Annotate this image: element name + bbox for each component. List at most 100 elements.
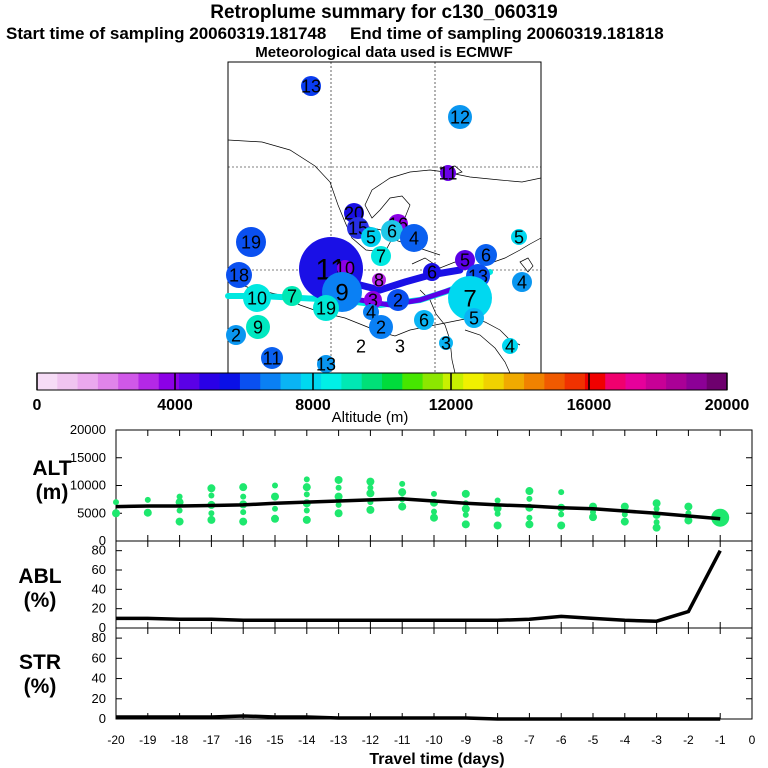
altitude-point bbox=[461, 504, 470, 513]
x-tick-label: -11 bbox=[394, 733, 411, 747]
cluster-marker bbox=[246, 315, 270, 339]
x-axis-label: Travel time (days) bbox=[369, 751, 504, 768]
altitude-point bbox=[334, 509, 343, 518]
cluster-label: 7 bbox=[376, 246, 386, 266]
altitude-point bbox=[367, 484, 374, 491]
cluster-label: 5 bbox=[469, 308, 479, 328]
alt-panel-unit: (m) bbox=[36, 481, 69, 504]
cluster-label: 6 bbox=[419, 310, 429, 330]
altitude-point bbox=[652, 523, 661, 532]
y-tick-label: 20 bbox=[92, 601, 106, 616]
altitude-point bbox=[494, 510, 501, 517]
altitude-point bbox=[653, 519, 660, 526]
cluster-marker bbox=[440, 165, 456, 181]
altitude-point bbox=[430, 513, 438, 522]
y-tick-label: 20 bbox=[92, 691, 106, 706]
cluster-label: 11 bbox=[263, 348, 282, 368]
altitude-point bbox=[653, 505, 660, 512]
cluster-label: 4 bbox=[409, 228, 419, 248]
cluster-label: 5 bbox=[366, 227, 376, 247]
y-tick-label: 5000 bbox=[77, 505, 106, 520]
altitude-point bbox=[366, 505, 375, 514]
cluster-label: 12 bbox=[450, 107, 470, 127]
colorbar-cell bbox=[321, 373, 342, 390]
colorbar-tick-label: 4000 bbox=[157, 397, 193, 414]
colorbar-cell bbox=[118, 373, 139, 390]
sampling-times: Start time of sampling 20060319.181748 E… bbox=[6, 24, 664, 43]
cluster-marker bbox=[387, 289, 409, 311]
cluster-label: 4 bbox=[517, 272, 527, 292]
x-tick-label: -18 bbox=[171, 733, 189, 747]
colorbar-tick-label: 20000 bbox=[705, 397, 750, 414]
altitude-point bbox=[557, 521, 566, 530]
colorbar-tick-label: 8000 bbox=[295, 397, 331, 414]
cluster-marker bbox=[317, 355, 335, 373]
cluster-marker bbox=[236, 227, 266, 257]
altitude-point bbox=[176, 507, 183, 514]
x-tick-label: -16 bbox=[235, 733, 253, 747]
x-tick-label: -19 bbox=[139, 733, 157, 747]
colorbar-label: Altitude (m) bbox=[332, 409, 409, 426]
altitude-point bbox=[620, 502, 629, 511]
colorbar-cell bbox=[239, 373, 261, 390]
cluster-label: 3 bbox=[368, 290, 378, 310]
altitude-point bbox=[302, 483, 311, 492]
cluster-label: 5 bbox=[460, 250, 470, 270]
cluster-marker bbox=[414, 310, 434, 330]
colorbar-cell bbox=[199, 373, 221, 390]
alt-panel-label: ALT bbox=[32, 457, 71, 480]
cluster-marker bbox=[243, 284, 271, 312]
cluster-marker bbox=[337, 260, 353, 276]
cluster-marker bbox=[448, 105, 472, 129]
altitude-point bbox=[303, 491, 310, 498]
altitude-point bbox=[143, 508, 152, 517]
altitude-point bbox=[113, 499, 119, 506]
altitude-point bbox=[240, 509, 247, 516]
met-data-line: Meteorological data used is ECMWF bbox=[255, 44, 513, 61]
cluster-marker bbox=[511, 229, 527, 245]
x-tick-label: -7 bbox=[524, 733, 535, 747]
altitude-point bbox=[272, 482, 278, 489]
x-tick-label: -15 bbox=[266, 733, 284, 747]
x-tick-label: -6 bbox=[556, 733, 567, 747]
cluster-label: 13 bbox=[316, 354, 336, 374]
cluster-marker bbox=[226, 325, 246, 345]
x-tick-label: -20 bbox=[107, 733, 125, 747]
cluster-marker bbox=[423, 263, 441, 281]
cluster-marker bbox=[282, 286, 302, 306]
cluster-label: 7 bbox=[287, 286, 297, 306]
abl-panel-label: ABL bbox=[18, 565, 61, 588]
altitude-point bbox=[398, 488, 407, 497]
altitude-point bbox=[398, 502, 407, 511]
cluster-label: 4 bbox=[366, 302, 376, 322]
colorbar-cell bbox=[280, 373, 302, 390]
colorbar-cell bbox=[463, 373, 484, 390]
colorbar-cell bbox=[564, 373, 586, 390]
cluster-label: 4 bbox=[505, 336, 515, 356]
colorbar-cell bbox=[138, 373, 160, 390]
cluster-label: 8 bbox=[374, 270, 384, 290]
altitude-point bbox=[207, 484, 216, 493]
colorbar-cell bbox=[422, 373, 444, 390]
cluster-marker bbox=[502, 338, 518, 354]
series-line bbox=[115, 497, 721, 521]
panel-frame bbox=[115, 540, 753, 629]
cluster-label: 3 bbox=[441, 333, 451, 353]
colorbar-cell bbox=[361, 373, 383, 390]
altitude-point bbox=[175, 517, 184, 526]
altitude-point bbox=[525, 520, 534, 529]
altitude-point bbox=[461, 520, 470, 529]
cluster-label: 9 bbox=[253, 317, 263, 337]
altitude-point bbox=[620, 517, 629, 526]
altitude-point bbox=[271, 514, 279, 523]
y-tick-label: 80 bbox=[92, 630, 106, 645]
altitude-point bbox=[208, 510, 215, 517]
cluster-label: 18 bbox=[229, 265, 249, 285]
altitude-point bbox=[240, 493, 247, 500]
altitude-point bbox=[684, 516, 693, 525]
cluster-marker bbox=[400, 224, 428, 252]
x-tick-label: -13 bbox=[330, 733, 348, 747]
